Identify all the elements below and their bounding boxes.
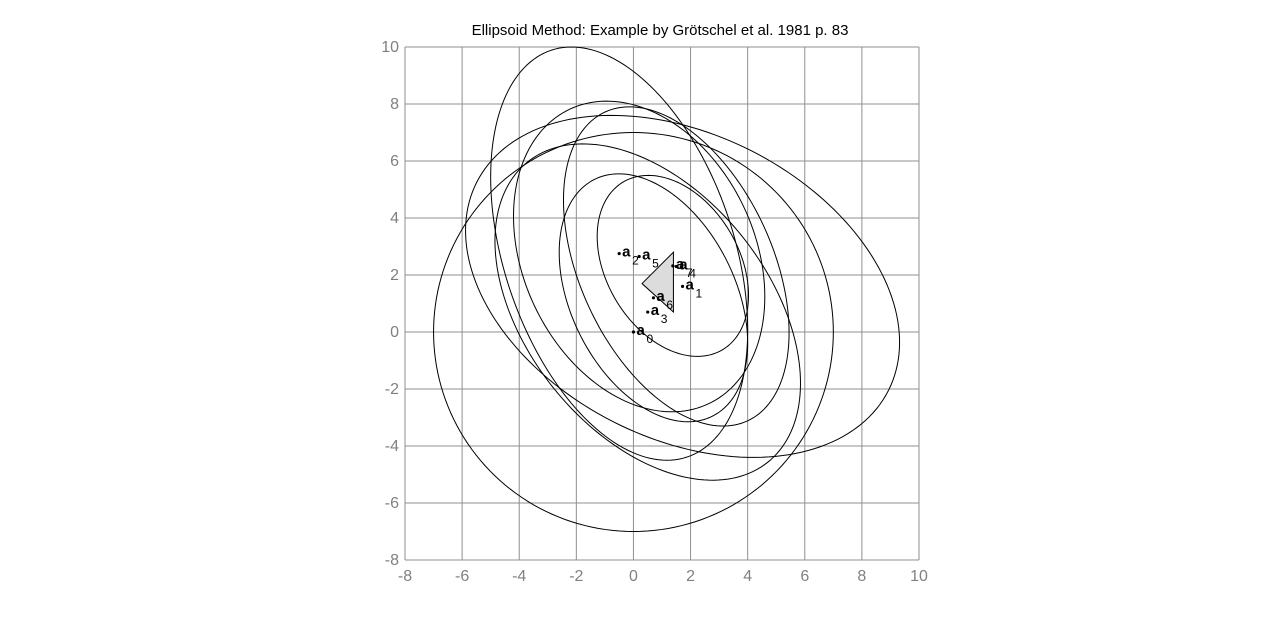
y-tick-label: -4 [385,438,399,455]
point-subscript: 6 [666,298,673,312]
y-tick-label: -8 [385,552,399,569]
point-label: a [686,276,695,293]
point-label: a [622,244,631,261]
y-tick-label: 0 [390,324,399,341]
ellipse [558,173,749,423]
x-tick-label: -2 [569,568,583,585]
ellipse [465,114,901,458]
x-tick-label: 2 [686,568,695,585]
y-tick-label: 6 [390,153,399,170]
point-marker [651,296,656,300]
point-label: a [676,256,685,273]
point-label: a [636,322,645,339]
feasible-polygon [641,250,674,314]
point-marker [674,264,678,269]
point-marker [680,284,685,288]
x-tick-label: -8 [398,568,412,585]
x-tick-label: 10 [910,568,928,585]
point-subscript: 2 [632,254,639,268]
x-tick-label: 6 [800,568,809,585]
y-tick-label: -2 [385,381,399,398]
ellipse [513,100,766,413]
point-subscript: 1 [696,286,703,300]
y-tick-label: 4 [390,210,399,227]
chart-title: Ellipsoid Method: Example by Grötschel e… [472,22,849,39]
point-marker [671,264,675,268]
ellipses [433,46,901,533]
point-marker [646,310,650,314]
point-marker [617,252,621,256]
point-label: a [679,256,688,273]
point-subscript: 4 [689,266,696,280]
point-label: a [642,246,651,263]
point-subscript: 7 [686,266,693,280]
y-tick-label: -6 [385,495,399,512]
ellipse [596,174,750,357]
grid [404,46,920,561]
x-tick-label: 4 [743,568,752,585]
ellipse [433,131,834,533]
points: a 0a 1a 2a 3a 4a 5a 6a 7 [617,244,703,346]
ellipse [563,106,790,427]
x-tick-label: -4 [512,568,526,585]
ellipse [490,46,749,461]
point-subscript: 3 [661,312,668,326]
ellipse [494,143,801,481]
x-tick-label: -6 [455,568,469,585]
feasible-polygon-layer [641,250,674,314]
point-label: a [651,302,660,319]
x-tick-label: 0 [629,568,638,585]
point-subscript: 0 [646,332,653,346]
y-tick-label: 10 [381,39,399,56]
point-marker [637,254,641,259]
y-tick-label: 8 [390,96,399,113]
point-marker [631,330,636,334]
point-subscript: 5 [652,256,659,270]
x-tick-label: 8 [857,568,866,585]
y-tick-label: 2 [390,267,399,284]
point-label: a [656,288,665,305]
